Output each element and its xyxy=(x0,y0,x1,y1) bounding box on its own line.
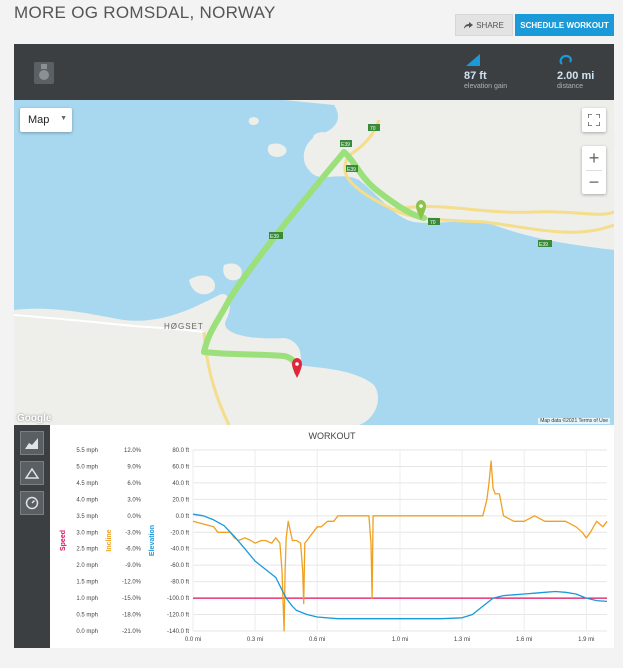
x-tick-label: 0.0 mi xyxy=(185,637,201,643)
speed-axis-label: Speed xyxy=(60,530,67,551)
incline-icon xyxy=(25,467,39,479)
share-button[interactable]: SHARE xyxy=(455,14,513,36)
elevation-gain-label: elevation gain xyxy=(464,83,508,90)
speed-tick-label: 1.0 mph xyxy=(76,596,98,602)
elevation-axis-label: Elevation xyxy=(149,525,156,556)
map-type-label: Map xyxy=(28,114,50,126)
elevation-tick-label: 40.0 ft xyxy=(172,481,189,487)
speed-tick-label: 4.5 mph xyxy=(76,481,98,487)
elevation-tick-label: -120.0 ft xyxy=(167,613,189,619)
elevation-tick-label: -60.0 ft xyxy=(170,563,189,569)
distance-label: distance xyxy=(557,83,584,90)
road-label: 70 xyxy=(430,220,436,226)
speed-tick-label: 4.0 mph xyxy=(76,497,98,503)
elevation-series-line xyxy=(192,513,608,620)
caret-down-icon: ▼ xyxy=(60,115,67,122)
incline-axis-label: Incline xyxy=(106,529,113,551)
road-label: E39 xyxy=(347,167,356,173)
incline-tick-label: -3.0% xyxy=(125,530,141,536)
road-label: E39 xyxy=(270,234,279,240)
fullscreen-button[interactable] xyxy=(582,108,606,132)
speed-tick-label: 3.0 mph xyxy=(76,530,98,536)
incline-tick-label: 6.0% xyxy=(127,481,141,487)
x-tick-label: 1.0 mi xyxy=(392,637,408,643)
speed-tick-label: 2.0 mph xyxy=(76,563,98,569)
map-canvas: 70 E39 E39 E39 70 E39 HØGSET xyxy=(14,100,614,425)
distance-value: 2.00 mi xyxy=(557,70,595,82)
incline-tick-label: 12.0% xyxy=(124,448,142,454)
incline-tick-label: -15.0% xyxy=(122,596,142,602)
fullscreen-icon xyxy=(588,114,600,126)
incline-series-line xyxy=(192,460,608,632)
workout-panel: WORKOUT 0.0 mi 0.3 mi 0.6 mi 1.0 mi 1.3 mi 1.… xyxy=(14,425,614,648)
speed-tick-label: 3.5 mph xyxy=(76,514,98,520)
elevation-gain-value: 87 ft xyxy=(464,70,487,82)
medal-icon xyxy=(34,62,54,84)
stats-bar: 87 ft elevation gain 2.00 mi distance xyxy=(14,44,614,100)
incline-tick-label: -6.0% xyxy=(125,547,141,553)
x-tick-label: 0.6 mi xyxy=(309,637,325,643)
elevation-tick-label: 80.0 ft xyxy=(172,448,189,454)
speed-tick-label: 1.5 mph xyxy=(76,580,98,586)
speed-tick-label: 5.5 mph xyxy=(76,448,98,454)
elevation-gain-icon xyxy=(466,54,480,66)
share-label: SHARE xyxy=(476,20,504,30)
chart-sidebar xyxy=(14,425,50,648)
elevation-icon xyxy=(25,438,38,449)
start-marker[interactable] xyxy=(416,200,426,220)
incline-tick-label: -9.0% xyxy=(125,563,141,569)
road-label: 70 xyxy=(370,126,376,132)
road-label: E39 xyxy=(341,142,350,148)
schedule-workout-button[interactable]: SCHEDULE WORKOUT xyxy=(515,14,614,36)
incline-view-button[interactable] xyxy=(20,461,44,485)
chart-svg: 0.0 mi 0.3 mi 0.6 mi 1.0 mi 1.3 mi 1.6 mi 1.9 … xyxy=(60,448,608,643)
elevation-view-button[interactable] xyxy=(20,431,44,455)
zoom-control: + − xyxy=(582,146,606,194)
finish-marker[interactable] xyxy=(292,358,302,378)
x-tick-label: 1.6 mi xyxy=(516,637,532,643)
incline-tick-label: 0.0% xyxy=(127,514,141,520)
speed-icon xyxy=(25,496,39,510)
x-tick-label: 1.9 mi xyxy=(578,637,594,643)
zoom-in-button[interactable]: + xyxy=(588,147,600,168)
elevation-tick-label: -140.0 ft xyxy=(167,629,189,635)
map-legal[interactable]: Map data ©2021 Terms of Use xyxy=(538,418,610,424)
workout-chart: WORKOUT 0.0 mi 0.3 mi 0.6 mi 1.0 mi 1.3 mi 1.… xyxy=(50,425,614,648)
incline-tick-label: -21.0% xyxy=(122,629,142,635)
speed-tick-label: 0.0 mph xyxy=(76,629,98,635)
incline-tick-label: 9.0% xyxy=(127,464,141,470)
speed-tick-label: 2.5 mph xyxy=(76,547,98,553)
map-type-select[interactable]: Map ▼ xyxy=(20,108,72,132)
speed-tick-label: 0.5 mph xyxy=(76,613,98,619)
elevation-tick-label: 60.0 ft xyxy=(172,464,189,470)
share-icon xyxy=(464,21,474,29)
distance-icon xyxy=(559,54,572,65)
page-title: MORE OG ROMSDAL, NORWAY xyxy=(14,3,276,22)
x-tick-label: 0.3 mi xyxy=(247,637,263,643)
incline-tick-label: -12.0% xyxy=(122,580,142,586)
elevation-tick-label: -100.0 ft xyxy=(167,596,189,602)
incline-tick-label: -18.0% xyxy=(122,613,142,619)
elevation-tick-label: 20.0 ft xyxy=(172,497,189,503)
road-label: E39 xyxy=(539,242,548,248)
elevation-tick-label: -20.0 ft xyxy=(170,530,189,536)
speed-view-button[interactable] xyxy=(20,491,44,515)
elevation-tick-label: 0.0 ft xyxy=(176,514,190,520)
speed-tick-label: 5.0 mph xyxy=(76,464,98,470)
elevation-tick-label: -40.0 ft xyxy=(170,547,189,553)
place-label: HØGSET xyxy=(164,322,204,331)
chart-title: WORKOUT xyxy=(308,431,356,441)
zoom-out-button[interactable]: − xyxy=(588,172,600,192)
elevation-tick-label: -80.0 ft xyxy=(170,580,189,586)
route-map[interactable]: 70 E39 E39 E39 70 E39 HØGSET Map ▼ + − G… xyxy=(14,100,614,425)
incline-tick-label: 3.0% xyxy=(127,497,141,503)
google-logo: Google xyxy=(17,413,52,424)
x-tick-label: 1.3 mi xyxy=(454,637,470,643)
